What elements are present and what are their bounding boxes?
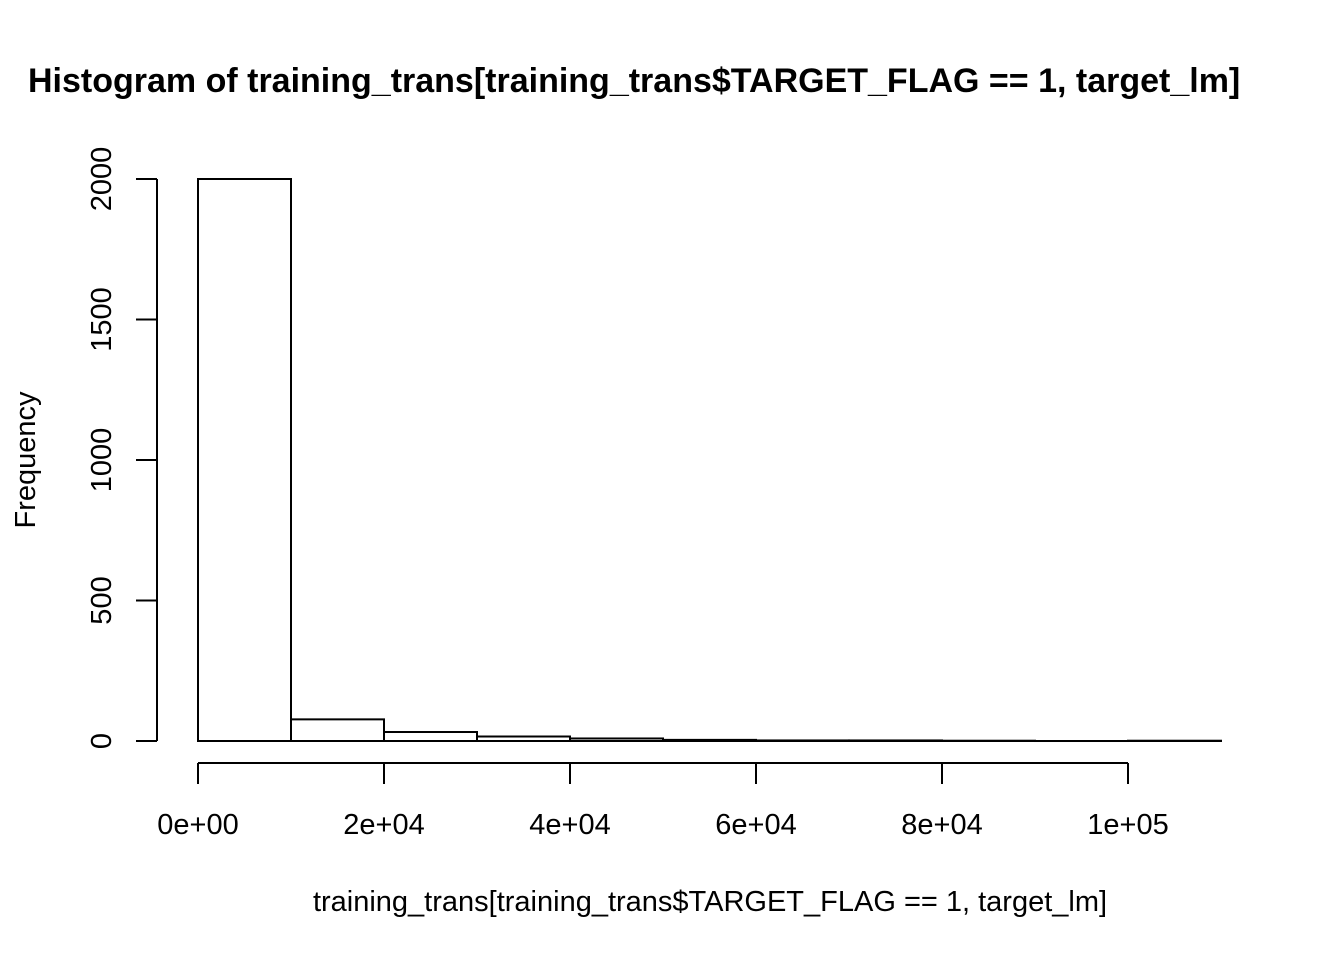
x-tick-label: 0e+00: [157, 809, 238, 841]
bars-layer: [197, 178, 1222, 743]
x-tick-label: 6e+04: [715, 809, 796, 841]
y-tick-label: 500: [86, 576, 118, 624]
histogram-bar: [755, 739, 850, 742]
x-tick-label: 8e+04: [901, 809, 982, 841]
x-tick-label: 4e+04: [529, 809, 610, 841]
histogram-bar: [290, 718, 385, 742]
x-axis-label: training_trans[training_trans$TARGET_FLA…: [313, 886, 1107, 918]
y-axis-label: Frequency: [10, 391, 42, 529]
histogram-bar: [848, 739, 943, 742]
y-tick-label: 0: [86, 733, 118, 749]
y-tick-label: 1000: [86, 428, 118, 493]
histogram-bar: [383, 731, 478, 742]
histogram-bar: [662, 738, 757, 742]
y-tick-label: 1500: [86, 287, 118, 352]
x-tick-label: 1e+05: [1087, 809, 1168, 841]
histogram-bar: [569, 737, 664, 743]
histogram-bar: [197, 178, 292, 742]
chart-title: Histogram of training_trans[training_tra…: [28, 62, 1240, 100]
histogram-bar: [476, 735, 571, 743]
x-axis: 0e+00 2e+04 4e+04 6e+04 8e+04 1e+05: [157, 762, 1169, 841]
y-tick-label: 2000: [86, 147, 118, 212]
y-axis: 0 500 1000 1500 2000: [86, 147, 158, 749]
x-tick-label: 2e+04: [343, 809, 424, 841]
